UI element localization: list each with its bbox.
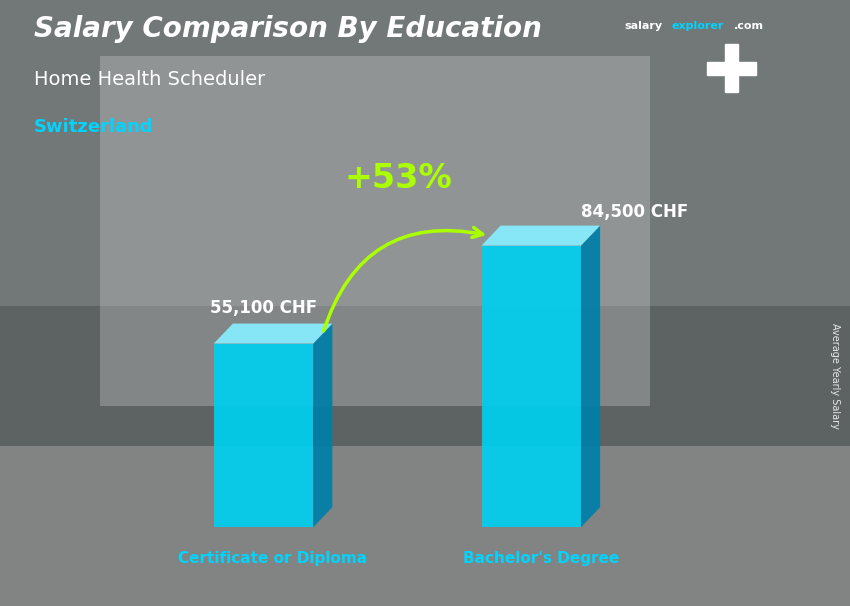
- Text: .com: .com: [734, 21, 763, 32]
- Text: Average Yearly Salary: Average Yearly Salary: [830, 323, 840, 428]
- Bar: [0, 306, 850, 506]
- Text: salary: salary: [625, 21, 663, 32]
- Polygon shape: [581, 225, 600, 527]
- Text: Salary Comparison By Education: Salary Comparison By Education: [34, 15, 542, 43]
- Polygon shape: [481, 225, 600, 245]
- Polygon shape: [313, 324, 332, 527]
- Bar: [725, 44, 738, 92]
- Text: explorer: explorer: [672, 21, 724, 32]
- Bar: [100, 56, 650, 406]
- Text: Home Health Scheduler: Home Health Scheduler: [34, 70, 265, 88]
- Text: 55,100 CHF: 55,100 CHF: [210, 299, 317, 317]
- Text: Switzerland: Switzerland: [34, 118, 154, 136]
- Polygon shape: [481, 245, 581, 527]
- Text: 84,500 CHF: 84,500 CHF: [581, 202, 689, 221]
- Bar: [0, 0, 850, 406]
- Text: Bachelor's Degree: Bachelor's Degree: [462, 550, 619, 565]
- Bar: [706, 62, 757, 75]
- Bar: [0, 446, 850, 606]
- Text: Certificate or Diploma: Certificate or Diploma: [178, 550, 367, 565]
- Text: +53%: +53%: [344, 162, 452, 195]
- Polygon shape: [213, 344, 313, 527]
- Polygon shape: [213, 324, 332, 344]
